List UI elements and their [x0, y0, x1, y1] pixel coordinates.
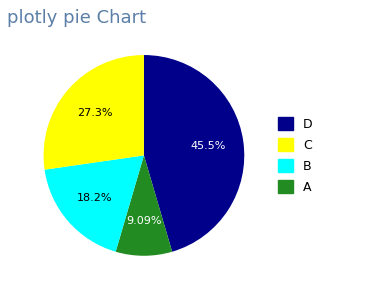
Wedge shape: [44, 55, 144, 170]
Wedge shape: [115, 155, 172, 256]
Text: 45.5%: 45.5%: [191, 141, 226, 151]
Text: 18.2%: 18.2%: [77, 193, 113, 203]
Text: 9.09%: 9.09%: [126, 216, 162, 226]
Wedge shape: [144, 55, 244, 252]
Legend: D, C, B, A: D, C, B, A: [276, 114, 315, 197]
Text: 27.3%: 27.3%: [77, 108, 112, 118]
Wedge shape: [45, 155, 144, 252]
Text: plotly pie Chart: plotly pie Chart: [7, 9, 146, 27]
